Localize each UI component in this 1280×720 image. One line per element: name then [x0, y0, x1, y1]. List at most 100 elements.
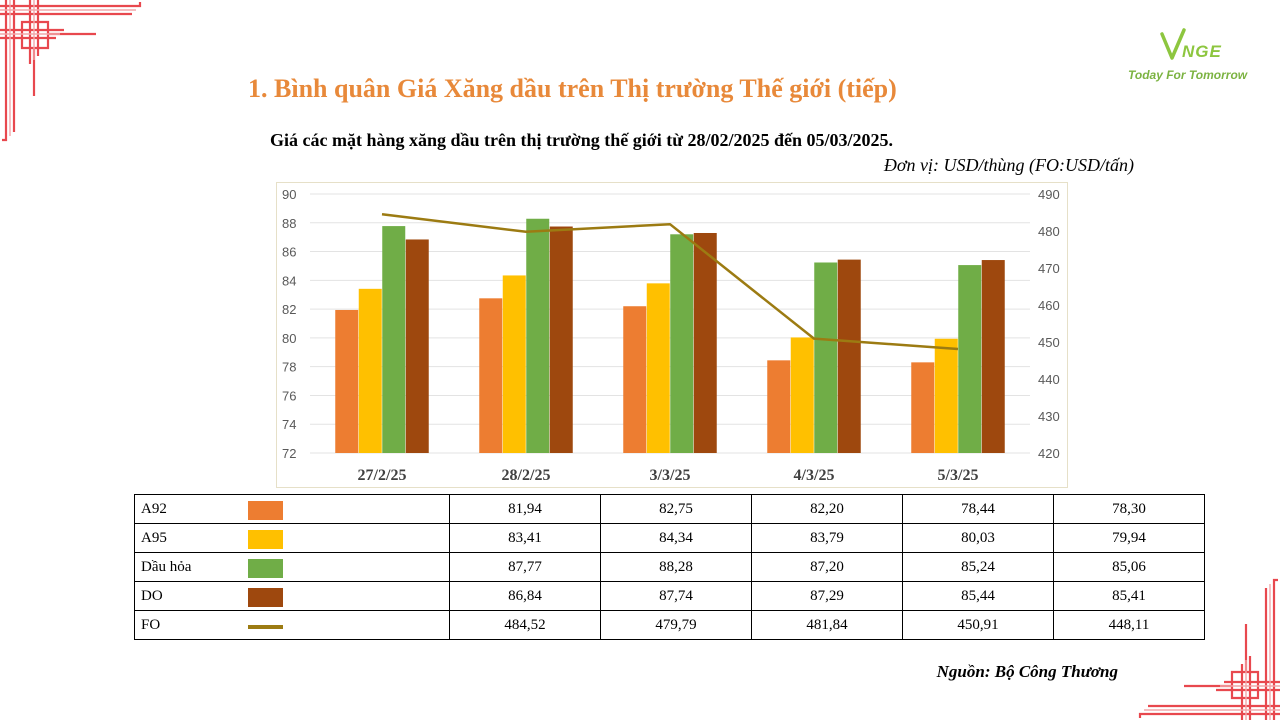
bar-dầu-hỏa [814, 262, 838, 453]
legend-swatch [248, 501, 283, 520]
legend-swatch [248, 530, 283, 549]
y-right-tick-label: 440 [1038, 372, 1060, 387]
value-cell: 78,30 [1053, 494, 1205, 524]
axis-ticks: 72 74 76 78 80 82 84 86 88 90 420 430 440 450 460 470 48… [282, 187, 1060, 484]
y-left-tick-label: 74 [282, 417, 296, 432]
bar-a92 [911, 362, 935, 453]
series-cell: FO [134, 610, 450, 640]
y-right-tick-label: 430 [1038, 409, 1060, 424]
bar-a95 [646, 283, 670, 453]
value-cell: 85,06 [1053, 552, 1205, 582]
logo-mark: NGE [1160, 28, 1232, 69]
value-cell: 87,74 [600, 581, 752, 611]
bar-dầu-hỏa [526, 218, 550, 453]
bar-do [405, 239, 429, 453]
x-tick-label: 27/2/25 [358, 467, 407, 484]
series-name: A92 [141, 501, 167, 517]
chart-title: Giá các mặt hàng xăng dầu trên thị trườn… [270, 130, 894, 150]
bar-a92 [623, 306, 647, 453]
y-right-tick-label: 420 [1038, 446, 1060, 461]
logo-tagline: Today For Tomorrow [1128, 68, 1248, 82]
y-left-tick-label: 86 [282, 245, 296, 260]
value-cell: 88,28 [600, 552, 752, 582]
svg-text:NGE: NGE [1182, 42, 1222, 61]
slide-title: 1. Bình quân Giá Xăng dầu trên Thị trườn… [248, 74, 897, 103]
series-name: Dầu hỏa [141, 559, 192, 575]
series-name: FO [141, 617, 161, 633]
bar-dầu-hỏa [382, 226, 406, 453]
value-cell: 87,29 [751, 581, 903, 611]
legend-swatch [248, 625, 283, 629]
y-left-tick-label: 76 [282, 388, 296, 403]
logo-emblem-icon: NGE [1160, 28, 1222, 61]
x-tick-label: 28/2/25 [502, 467, 551, 484]
bar-a95 [358, 288, 382, 453]
legend-swatch [248, 559, 283, 578]
bar-do [981, 260, 1005, 453]
value-cell: 450,91 [902, 610, 1054, 640]
series-name: DO [141, 588, 163, 604]
x-tick-label: 4/3/25 [794, 467, 835, 484]
y-left-tick-label: 88 [282, 216, 296, 231]
series-name: A95 [141, 530, 167, 546]
bar-a92 [767, 360, 791, 453]
legend-swatch [248, 588, 283, 607]
bar-a95 [502, 275, 526, 453]
combo-chart: 72 74 76 78 80 82 84 86 88 90 420 430 440 450 460 470 48… [282, 187, 1060, 484]
bar-a95 [790, 337, 814, 453]
y-left-tick-label: 84 [282, 273, 296, 288]
series-cell: A92 [134, 494, 450, 524]
bar-a92 [479, 298, 503, 453]
table-row: FO 484,52 479,79 481,84 450,91 448,11 [134, 610, 1205, 640]
series-cell: Dầu hỏa [134, 552, 450, 582]
value-cell: 78,44 [902, 494, 1054, 524]
y-right-tick-label: 470 [1038, 261, 1060, 276]
value-cell: 85,41 [1053, 581, 1205, 611]
y-right-tick-label: 450 [1038, 335, 1060, 350]
bar-a92 [335, 309, 359, 453]
value-cell: 79,94 [1053, 523, 1205, 553]
bar-do [549, 226, 573, 453]
bar-do [693, 232, 717, 453]
bars [335, 218, 1005, 453]
bar-do [837, 259, 861, 453]
table-row: A95 83,41 84,34 83,79 80,03 79,94 [134, 523, 1205, 553]
y-right-tick-label: 480 [1038, 224, 1060, 239]
series-cell: A95 [134, 523, 450, 553]
corner-ornament-bottom-right [1138, 578, 1280, 720]
value-cell: 484,52 [449, 610, 601, 640]
x-tick-label: 5/3/25 [938, 467, 979, 484]
y-left-tick-label: 72 [282, 446, 296, 461]
value-cell: 86,84 [449, 581, 601, 611]
value-cell: 80,03 [902, 523, 1054, 553]
bar-dầu-hỏa [670, 234, 694, 453]
value-cell: 479,79 [600, 610, 752, 640]
bar-a95 [934, 338, 958, 453]
value-cell: 85,44 [902, 581, 1054, 611]
logo: NGE Today For Tomorrow [1120, 14, 1270, 86]
y-left-tick-label: 80 [282, 331, 296, 346]
value-cell: 87,77 [449, 552, 601, 582]
source-note: Nguồn: Bộ Công Thương [936, 662, 1118, 681]
unit-note: Đơn vị: USD/thùng (FO:USD/tấn) [883, 155, 1134, 175]
gridlines [310, 193, 1030, 454]
value-cell: 448,11 [1053, 610, 1205, 640]
value-cell: 81,94 [449, 494, 601, 524]
value-cell: 87,20 [751, 552, 903, 582]
corner-ornament-top-left [0, 0, 142, 142]
table-row: DO 86,84 87,74 87,29 85,44 85,41 [134, 581, 1205, 611]
value-cell: 83,79 [751, 523, 903, 553]
value-cell: 85,24 [902, 552, 1054, 582]
value-cell: 82,75 [600, 494, 752, 524]
x-tick-label: 3/3/25 [650, 467, 691, 484]
y-left-tick-label: 90 [282, 187, 296, 202]
y-left-tick-label: 78 [282, 360, 296, 375]
value-cell: 83,41 [449, 523, 601, 553]
fo-series-line [381, 213, 959, 351]
series-cell: DO [134, 581, 450, 611]
fo-line [381, 213, 959, 351]
bar-dầu-hỏa [958, 265, 982, 453]
table-row: Dầu hỏa 87,77 88,28 87,20 85,24 85,06 [134, 552, 1205, 582]
table-row: A92 81,94 82,75 82,20 78,44 78,30 [134, 494, 1205, 524]
y-right-tick-label: 460 [1038, 298, 1060, 313]
